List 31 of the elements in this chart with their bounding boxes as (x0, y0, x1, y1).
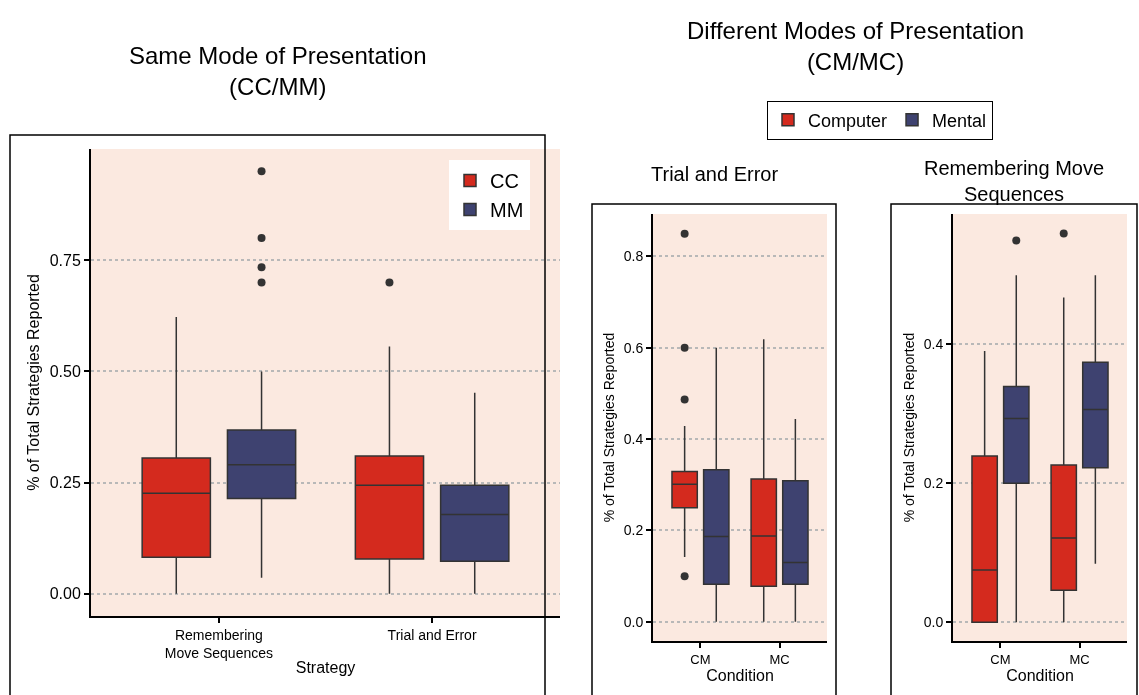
y-tick-label: 0.50 (49, 362, 81, 380)
legend-label: CC (490, 170, 519, 193)
y-tick-label: 0.8 (623, 248, 644, 265)
y-tick-label: 0.00 (49, 585, 81, 603)
y-axis-title: % of Total Strategies Reported (25, 274, 43, 491)
y-axis-title: % of Total Strategies Reported (900, 332, 917, 523)
x-tick-label: MC (769, 651, 790, 667)
y-tick-label: 0.0 (623, 613, 644, 630)
x-axis-title: Condition (706, 666, 774, 684)
chart-title: Same Mode of Presentation (CC/MM) (129, 42, 427, 101)
x-axis-title: Condition (1006, 666, 1074, 684)
y-tick-label: 0.4 (923, 335, 944, 352)
x-tick-label: Remembering Move Sequences (164, 626, 273, 661)
y-tick-label: 0.0 (923, 614, 944, 631)
y-tick-label: 0.6 (623, 339, 644, 356)
y-tick-label: 0.4 (623, 431, 644, 448)
y-tick-label: 0.2 (923, 475, 944, 492)
y-tick-label: 0.2 (623, 522, 644, 539)
x-tick-label: CM (990, 651, 1011, 667)
legend-label: MM (490, 199, 524, 222)
chart-subtitle: Trial and Error (651, 163, 779, 185)
x-axis-title: Strategy (295, 659, 356, 677)
legend-label: Mental (932, 110, 987, 131)
x-tick-label: CM (690, 651, 711, 667)
y-tick-label: 0.25 (49, 474, 81, 492)
chart-title: Different Modes of Presentation (CM/MC) (687, 17, 1025, 76)
y-tick-label: 0.75 (49, 251, 81, 269)
x-tick-label: MC (1069, 651, 1090, 667)
y-axis-title: % of Total Strategies Reported (600, 332, 617, 523)
chart-title: Remembering Move Sequences (924, 157, 1105, 205)
legend-label: Computer (808, 110, 888, 131)
